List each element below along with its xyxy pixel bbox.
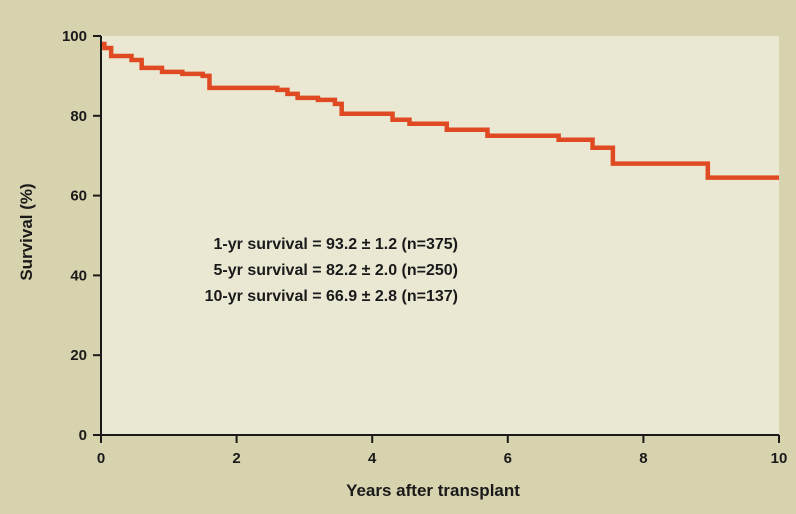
y-tick-label: 60	[70, 188, 87, 205]
annotation-5yr: 5-yr survival = 82.2 ± 2.0 (n=250)	[214, 262, 458, 279]
y-tick-label: 40	[70, 267, 87, 284]
x-tick-label: 2	[232, 450, 240, 467]
x-tick-label: 6	[504, 450, 512, 467]
series-layer	[101, 41, 779, 180]
y-tick-label: 20	[70, 347, 87, 364]
annotation-1yr: 1-yr survival = 93.2 ± 1.2 (n=375)	[214, 236, 458, 253]
y-tick-label: 80	[70, 108, 87, 125]
x-tick-label: 8	[639, 450, 647, 467]
y-tick-label: 0	[79, 427, 87, 444]
x-tick-label: 0	[97, 450, 105, 467]
x-tick-label: 4	[368, 450, 377, 467]
plot-area	[101, 36, 779, 435]
y-axis-title: Survival (%)	[17, 183, 36, 280]
y-tick-label: 100	[62, 28, 87, 45]
axes-layer	[100, 36, 779, 436]
survival-curve	[101, 41, 779, 180]
annotation-10yr: 10-yr survival = 66.9 ± 2.8 (n=137)	[205, 288, 458, 305]
x-tick-label: 10	[771, 450, 788, 467]
x-axis-title: Years after transplant	[346, 481, 520, 500]
